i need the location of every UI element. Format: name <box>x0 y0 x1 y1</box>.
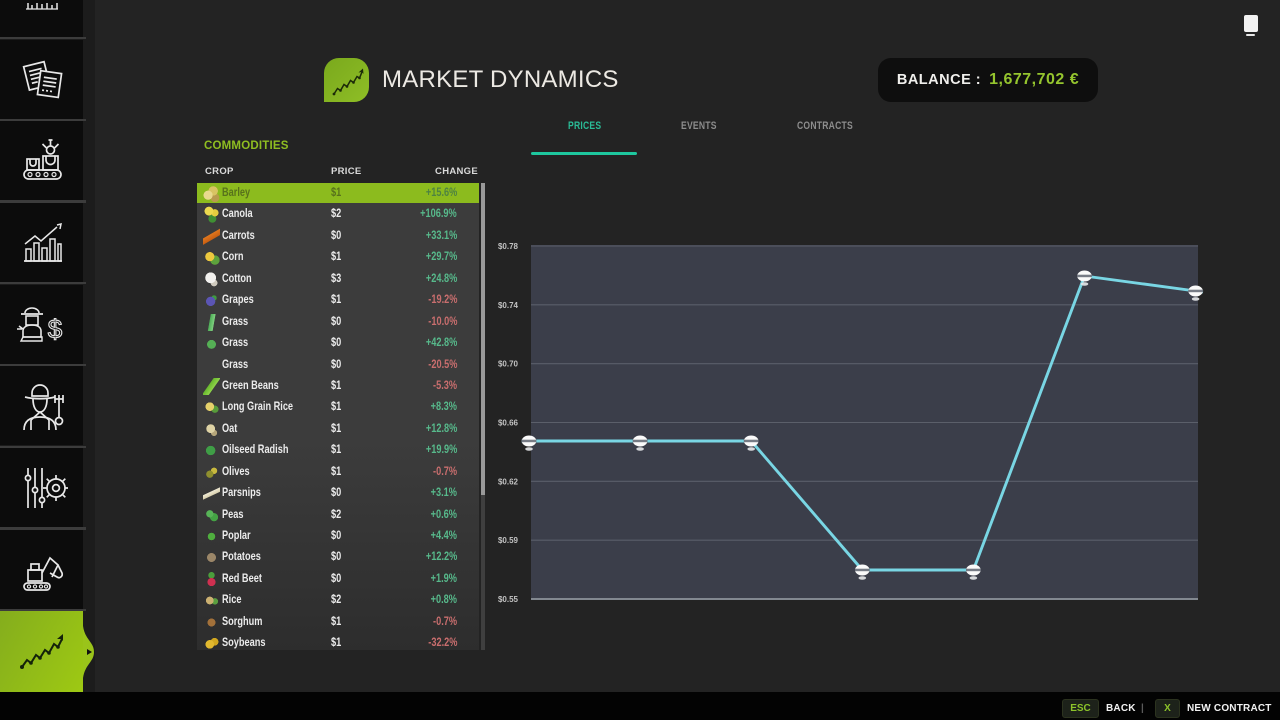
svg-text:$0.70: $0.70 <box>498 360 519 369</box>
svg-text:$0.74: $0.74 <box>498 301 519 310</box>
svg-text:$0.66: $0.66 <box>498 419 519 428</box>
svg-text:$0.78: $0.78 <box>498 242 519 251</box>
svg-text:$0.59: $0.59 <box>498 536 519 545</box>
svg-text:$0.55: $0.55 <box>498 595 519 604</box>
svg-text:$: $ <box>47 314 62 344</box>
svg-text:$0.62: $0.62 <box>498 477 519 486</box>
